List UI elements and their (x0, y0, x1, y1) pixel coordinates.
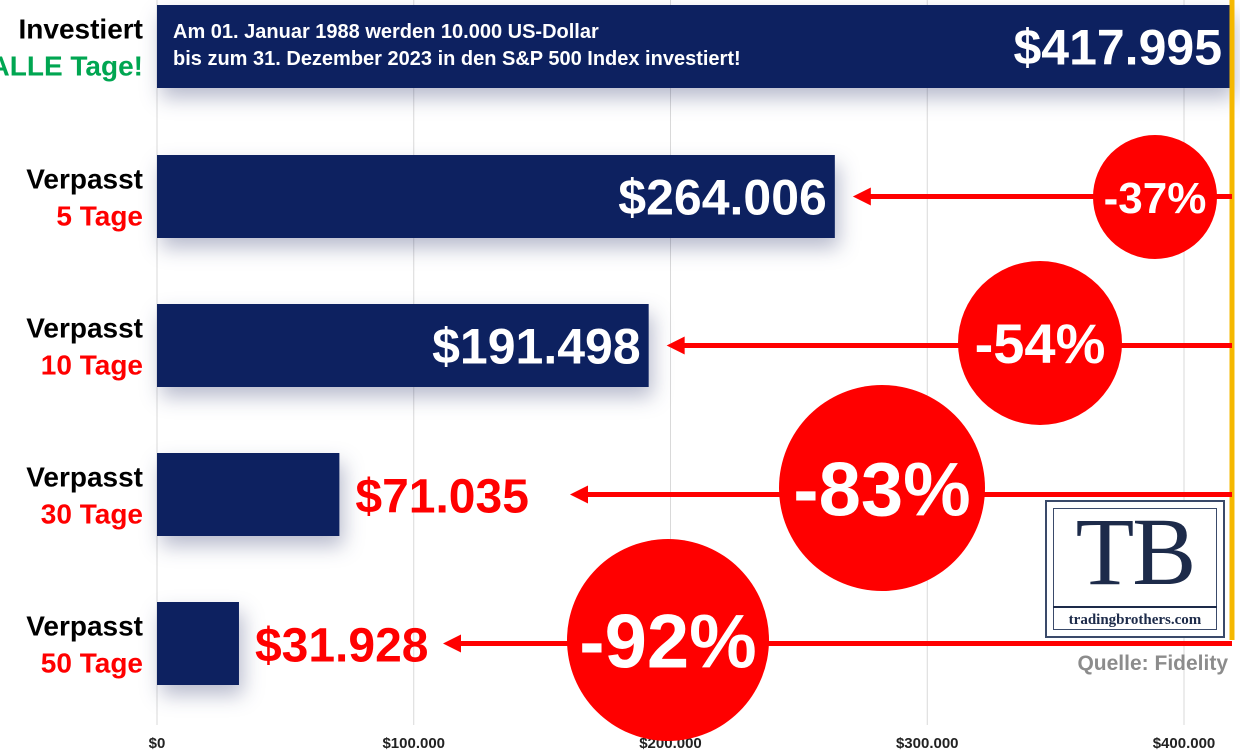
loss-percent-label: -54% (975, 312, 1106, 375)
x-tick-label: $0 (149, 735, 166, 752)
loss-circle (567, 539, 769, 741)
loss-percent-label: -92% (579, 599, 756, 684)
loss-percent-label: -83% (793, 447, 970, 532)
category-label-line2: 30 Tage (41, 499, 143, 530)
annotation-line1: Am 01. Januar 1988 werden 10.000 US-Doll… (173, 21, 599, 43)
tradingbrothers-logo: TB tradingbrothers.com (1045, 500, 1225, 638)
loss-arrow-head (443, 634, 461, 653)
x-tick-label: $100.000 (382, 735, 445, 752)
loss-arrow-head (666, 336, 685, 355)
bar (157, 304, 649, 387)
x-tick-label: $400.000 (1153, 735, 1216, 752)
bar-value-label: $417.995 (1013, 20, 1222, 76)
logo-frame (1053, 508, 1217, 630)
category-label-line2: 5 Tage (56, 201, 143, 232)
loss-circle (958, 261, 1122, 425)
loss-arrow-head (852, 187, 871, 206)
category-label-line1: Investiert (19, 14, 144, 45)
category-label-line2: ALLE Tage! (0, 51, 143, 82)
bar (157, 453, 340, 536)
bar (157, 155, 835, 238)
category-label-line1: Verpasst (26, 611, 143, 642)
category-label-line2: 50 Tage (41, 648, 143, 679)
category-label-line2: 10 Tage (41, 350, 143, 381)
annotation-line2: bis zum 31. Dezember 2023 in den S&P 500… (173, 48, 741, 70)
category-label-line1: Verpasst (26, 164, 143, 195)
logo-url: tradingbrothers.com (1068, 612, 1202, 628)
logo-rule (1053, 606, 1217, 608)
bar-value-label: $31.928 (255, 620, 429, 673)
logo-letters: TB (1075, 498, 1197, 605)
source-note: Quelle: Fidelity (1077, 652, 1228, 675)
bar-value-label: $71.035 (355, 471, 529, 524)
loss-circle (1093, 135, 1217, 259)
bar-value-label: $191.498 (432, 319, 641, 375)
loss-circle (779, 385, 985, 591)
x-tick-label: $300.000 (896, 735, 959, 752)
bar (157, 5, 1231, 88)
category-label-line1: Verpasst (26, 313, 143, 344)
bar-value-label: $264.006 (618, 170, 827, 226)
loss-percent-label: -37% (1104, 174, 1207, 223)
bar (157, 602, 239, 685)
loss-arrow-head (570, 485, 588, 504)
category-label-line1: Verpasst (26, 462, 143, 493)
